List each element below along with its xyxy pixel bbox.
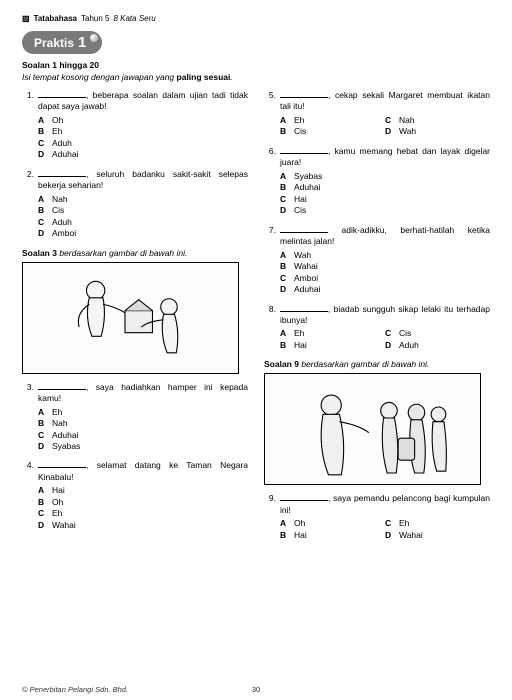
- question-4: 4. , selamat datang ke Taman Negara Kina…: [22, 460, 248, 531]
- left-column: 1. , beberapa soalan dalam ujian tadi ti…: [22, 90, 248, 549]
- stem: adik-adikku, berhati-hatilah ketika meli…: [280, 225, 490, 248]
- option-d: DAduhai: [280, 284, 490, 295]
- option-b: BOh: [38, 497, 248, 508]
- caption-q9: Soalan 9 berdasarkan gambar di bawah ini…: [264, 359, 490, 369]
- option-c: CHai: [280, 194, 490, 205]
- badge-number: 1: [78, 34, 86, 51]
- option-a: AEh: [280, 328, 385, 339]
- qnum: 8.: [264, 304, 280, 352]
- book-title: Tatabahasa: [34, 14, 77, 23]
- option-d: DAmboi: [38, 228, 248, 239]
- instr-bold: paling sesuai: [177, 72, 231, 82]
- page-header: ▨ Tatabahasa Tahun 5 8 Kata Seru: [22, 14, 490, 23]
- qnum: 7.: [264, 225, 280, 296]
- stem: , cekap sekali Margaret membuat ikatan t…: [280, 90, 490, 113]
- option-c: CAduh: [38, 217, 248, 228]
- option-d: DCis: [280, 205, 490, 216]
- instruction: Isi tempat kosong dengan jawapan yang pa…: [22, 72, 490, 82]
- option-c: CNah: [385, 115, 490, 126]
- question-1: 1. , beberapa soalan dalam ujian tadi ti…: [22, 90, 248, 161]
- option-a: AWah: [280, 250, 490, 261]
- option-c: CAmboi: [280, 273, 490, 284]
- caption-q3: Soalan 3 berdasarkan gambar di bawah ini…: [22, 248, 248, 258]
- qnum: 6.: [264, 146, 280, 217]
- option-b: BHai: [280, 340, 385, 351]
- option-a: AHai: [38, 485, 248, 496]
- option-c: CEh: [38, 508, 248, 519]
- stem: , saya pemandu pelancong bagi kumpulan i…: [280, 493, 490, 516]
- option-c: CCis: [385, 328, 490, 339]
- qnum: 5.: [264, 90, 280, 138]
- option-a: AOh: [280, 518, 385, 529]
- option-b: BCis: [280, 126, 385, 137]
- praktis-badge: Praktis 1: [22, 31, 102, 54]
- option-d: DAduh: [385, 340, 490, 351]
- stem: , biadab sungguh sikap lelaki itu terhad…: [280, 304, 490, 327]
- option-a: AEh: [280, 115, 385, 126]
- copyright: © Penerbitan Pelangi Sdn. Bhd.: [22, 685, 128, 694]
- illustration-q9: [264, 373, 481, 485]
- columns: 1. , beberapa soalan dalam ujian tadi ti…: [22, 90, 490, 549]
- instr-post: .: [230, 72, 232, 82]
- qnum: 1.: [22, 90, 38, 161]
- question-range: Soalan 1 hingga 20: [22, 60, 490, 70]
- option-d: DSyabas: [38, 441, 248, 452]
- option-b: BWahai: [280, 261, 490, 272]
- option-a: AEh: [38, 407, 248, 418]
- option-c: CEh: [385, 518, 490, 529]
- illustration-q3: [22, 262, 239, 374]
- option-a: ANah: [38, 194, 248, 205]
- question-2: 2. , seluruh badanku sakit-sakit selepas…: [22, 169, 248, 240]
- question-3: 3. , saya hadiahkan hamper ini kepada ka…: [22, 382, 248, 453]
- option-b: BNah: [38, 418, 248, 429]
- question-6: 6. , kamu memang hebat dan layak digelar…: [264, 146, 490, 217]
- option-d: DWahai: [385, 530, 490, 541]
- stem: , seluruh badanku sakit-sakit selepas be…: [38, 169, 248, 192]
- logo-icon: ▨: [22, 14, 30, 23]
- question-9: 9. , saya pemandu pelancong bagi kumpula…: [264, 493, 490, 541]
- qnum: 3.: [22, 382, 38, 453]
- option-b: BEh: [38, 126, 248, 137]
- badge-label: Praktis: [34, 36, 74, 50]
- qnum: 9.: [264, 493, 280, 541]
- page-number: 30: [252, 685, 260, 694]
- stem: , kamu memang hebat dan layak digelar ju…: [280, 146, 490, 169]
- badge-dot-icon: [90, 34, 98, 42]
- option-c: CAduhai: [38, 430, 248, 441]
- level-label: Tahun 5: [81, 14, 109, 23]
- question-7: 7. adik-adikku, berhati-hatilah ketika m…: [264, 225, 490, 296]
- stem: , selamat datang ke Taman Negara Kinabal…: [38, 460, 248, 483]
- chapter-label: 8 Kata Seru: [113, 14, 155, 23]
- page-footer: © Penerbitan Pelangi Sdn. Bhd. 30: [22, 685, 490, 694]
- option-d: DWahai: [38, 520, 248, 531]
- stem: , beberapa soalan dalam ujian tadi tidak…: [38, 90, 248, 113]
- instr-pre: Isi tempat kosong dengan jawapan yang: [22, 72, 177, 82]
- option-d: DAduhai: [38, 149, 248, 160]
- option-b: BHai: [280, 530, 385, 541]
- right-column: 5. , cekap sekali Margaret membuat ikata…: [264, 90, 490, 549]
- option-d: DWah: [385, 126, 490, 137]
- option-b: BCis: [38, 205, 248, 216]
- qnum: 2.: [22, 169, 38, 240]
- question-5: 5. , cekap sekali Margaret membuat ikata…: [264, 90, 490, 138]
- option-b: BAduhai: [280, 182, 490, 193]
- option-a: AOh: [38, 115, 248, 126]
- stem: , saya hadiahkan hamper ini kepada kamu!: [38, 382, 248, 405]
- option-c: CAduh: [38, 138, 248, 149]
- option-a: ASyabas: [280, 171, 490, 182]
- qnum: 4.: [22, 460, 38, 531]
- question-8: 8. , biadab sungguh sikap lelaki itu ter…: [264, 304, 490, 352]
